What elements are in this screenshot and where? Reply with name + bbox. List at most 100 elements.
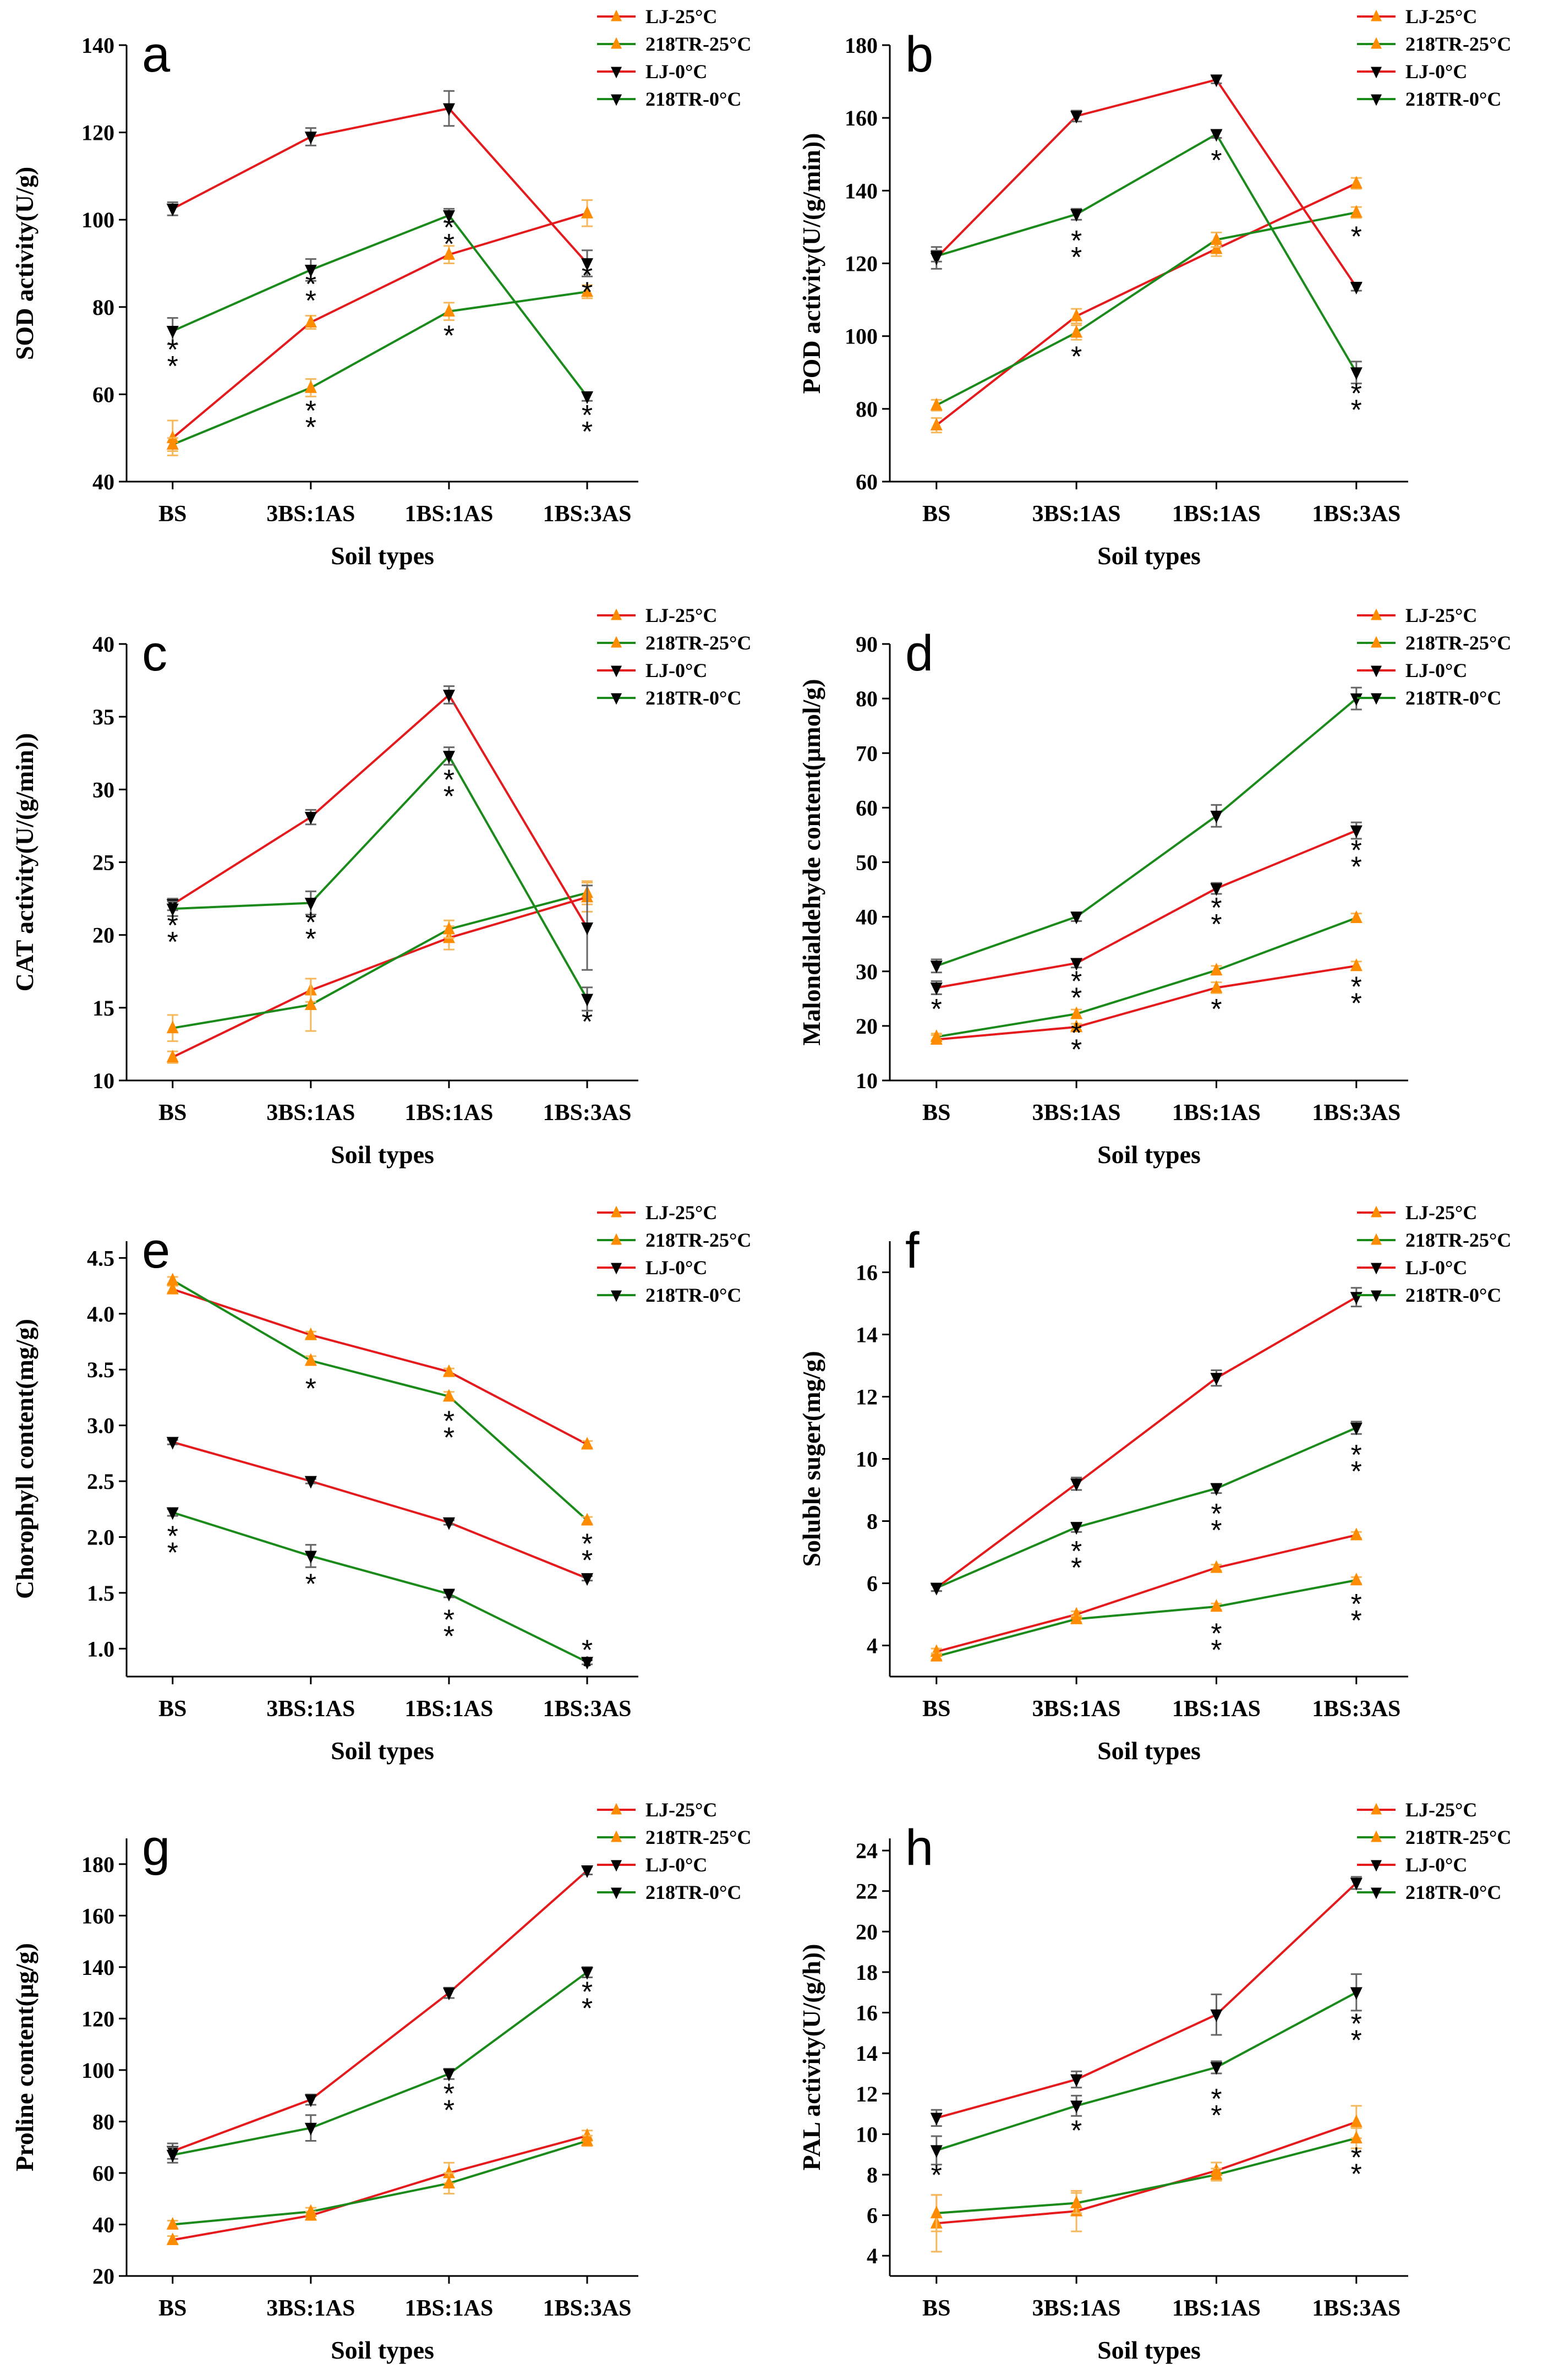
x-tick-label: 3BS:1AS xyxy=(1032,501,1121,527)
x-tick-label: 1BS:1AS xyxy=(404,1696,493,1722)
data-point xyxy=(1350,1292,1363,1305)
y-tick-label: 60 xyxy=(856,795,878,820)
significance-star: * xyxy=(1351,835,1362,867)
y-tick-label: 3.0 xyxy=(87,1413,114,1438)
series-line xyxy=(172,1869,588,2153)
y-tick-label: 30 xyxy=(92,777,114,802)
x-tick-label: BS xyxy=(922,1100,950,1126)
legend-label: LJ-0°C xyxy=(1405,659,1467,681)
y-tick-label: 60 xyxy=(92,2161,114,2186)
x-tick-label: 1BS:3AS xyxy=(543,1100,631,1126)
x-tick-label: 3BS:1AS xyxy=(1032,2296,1121,2321)
x-axis-title: Soil types xyxy=(331,1140,434,1169)
legend-label: LJ-25°C xyxy=(645,1799,717,1821)
significance-star: * xyxy=(444,764,455,796)
significance-star: * xyxy=(1211,145,1222,177)
legend-marker xyxy=(1371,37,1382,49)
y-axis-title: Proline content(μg/g) xyxy=(10,1943,39,2171)
series-line xyxy=(172,896,588,1058)
x-tick-label: 3BS:1AS xyxy=(266,1100,355,1126)
data-point xyxy=(304,1551,317,1564)
y-tick-label: 40 xyxy=(92,2212,114,2237)
data-point xyxy=(930,1648,943,1662)
significance-star: *** xyxy=(1071,242,1082,274)
legend-label: 218TR-25°C xyxy=(645,1826,751,1848)
data-point xyxy=(304,314,317,327)
series-line xyxy=(172,2135,588,2241)
legend: LJ-25°C 218TR-25°C LJ-0°C 218TR-0°C xyxy=(1357,1202,1511,1306)
legend-label: LJ-25°C xyxy=(645,6,717,28)
x-tick-label: 1BS:3AS xyxy=(543,501,631,527)
series-line xyxy=(936,133,1358,373)
data-point xyxy=(166,430,179,444)
series-line xyxy=(936,964,1357,1041)
data-point xyxy=(166,1281,179,1295)
data-point xyxy=(1210,2167,1223,2180)
data-point xyxy=(304,898,317,911)
significance-star: *** xyxy=(1211,2100,1222,2132)
legend-marker xyxy=(611,608,622,620)
data-point xyxy=(1210,883,1223,896)
y-tick-label: 16 xyxy=(856,2001,878,2026)
x-tick-label: 1BS:1AS xyxy=(404,2296,493,2321)
legend: LJ-25°C 218TR-25°C LJ-0°C 218TR-0°C xyxy=(597,604,751,709)
significance-star: *** xyxy=(1211,1635,1222,1667)
legend: LJ-25°C 218TR-25°C LJ-0°C 218TR-0°C xyxy=(1357,6,1511,110)
y-axis-title: Chorophyll content(mg/g) xyxy=(10,1319,39,1599)
data-point xyxy=(581,284,593,297)
x-tick-label: BS xyxy=(922,501,950,527)
series-line xyxy=(172,107,588,264)
y-tick-label: 100 xyxy=(81,208,114,232)
x-axis-title: Soil types xyxy=(331,2336,434,2364)
data-point xyxy=(1350,693,1363,706)
legend-label: LJ-0°C xyxy=(1405,1854,1467,1876)
panel-h: 4 6 8 10 12 14 16 18 20 22 24 BS 3BS:1AS 1BS:1AS 1BS:3… xyxy=(797,1799,1511,2364)
series-line xyxy=(936,829,1357,989)
data-point xyxy=(304,1327,317,1340)
legend-label: LJ-25°C xyxy=(1405,604,1477,626)
significance-star: * xyxy=(931,994,942,1025)
y-tick-label: 10 xyxy=(92,1068,114,1093)
y-tick-label: 20 xyxy=(856,1919,878,1944)
data-point xyxy=(1070,111,1083,124)
data-point xyxy=(1070,1478,1083,1492)
legend-marker xyxy=(611,1887,622,1899)
y-tick-label: 100 xyxy=(845,324,878,349)
legend-marker xyxy=(611,1233,622,1245)
significance-star: *** xyxy=(305,924,316,956)
significance-star: * xyxy=(305,907,316,939)
y-tick-label: 20 xyxy=(92,2264,114,2289)
y-tick-label: 10 xyxy=(856,1068,878,1093)
y-tick-label: 15 xyxy=(92,996,114,1020)
data-point xyxy=(581,1657,593,1670)
y-axis-title: Soluble suger(mg/g) xyxy=(797,1351,825,1566)
y-tick-label: 180 xyxy=(845,33,878,58)
data-point xyxy=(442,2068,455,2082)
panel-c: 10 15 20 25 30 35 40 BS 3BS:1AS 1BS:1AS 1BS:3AS Soi… xyxy=(10,604,751,1169)
significance-star: *** xyxy=(1351,2159,1362,2191)
y-tick-label: 180 xyxy=(81,1852,114,1877)
series-line xyxy=(172,291,588,446)
panel-letter: a xyxy=(142,26,171,83)
y-tick-label: 1.0 xyxy=(87,1636,114,1661)
series-line xyxy=(936,2121,1357,2225)
data-point xyxy=(304,1476,317,1489)
data-point xyxy=(442,751,455,764)
data-point xyxy=(930,1582,943,1596)
legend-marker xyxy=(611,1860,622,1872)
legend-label: 218TR-25°C xyxy=(1405,632,1511,654)
data-point xyxy=(304,380,317,393)
significance-star: *** xyxy=(582,276,593,308)
significance-star: * xyxy=(582,1634,593,1666)
significance-star: * xyxy=(167,334,178,366)
significance-star: *** xyxy=(1071,982,1082,1014)
data-point xyxy=(442,690,455,703)
series-line xyxy=(172,892,588,1029)
y-tick-label: 3.5 xyxy=(87,1357,114,1382)
data-point xyxy=(930,1029,943,1042)
significance-star: * xyxy=(1351,2008,1362,2040)
significance-star: * xyxy=(582,400,593,432)
x-tick-label: 1BS:3AS xyxy=(1312,501,1400,527)
legend-marker xyxy=(1371,1263,1382,1275)
